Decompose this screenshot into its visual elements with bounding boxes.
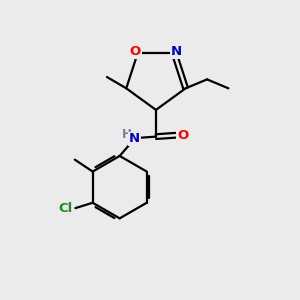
Text: N: N	[129, 132, 140, 145]
Text: O: O	[177, 129, 188, 142]
Text: H: H	[122, 128, 132, 141]
Text: N: N	[171, 45, 182, 58]
Text: O: O	[130, 45, 141, 58]
Text: Cl: Cl	[59, 202, 73, 214]
